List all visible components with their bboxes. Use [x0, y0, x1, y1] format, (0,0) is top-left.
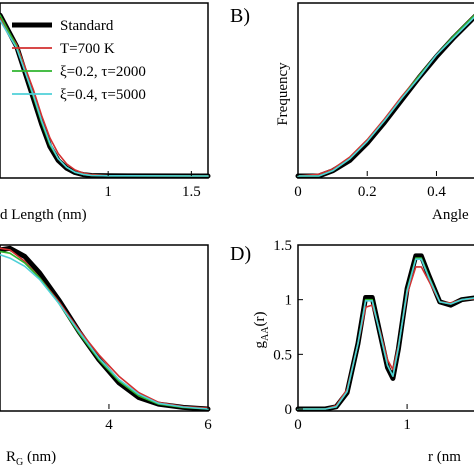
series-line-t-700-k [297, 266, 474, 410]
x-tick-label: 6 [204, 417, 212, 433]
panel-b-curves [295, 13, 474, 179]
panel-b: B) 0 0.2 0.4 Frequency Angle [230, 2, 474, 223]
series-line--0-4-5000 [297, 16, 474, 177]
y-tick-label: 1.5 [273, 238, 292, 254]
panel-d: D) 0 1 0 0.5 1 1.5 gAA(r) r (nm [230, 238, 474, 465]
panel-b-ticks: 0 0.2 0.4 [294, 171, 446, 200]
series-line-t-700-k [297, 14, 474, 177]
panel-a-curves [0, 12, 211, 179]
panel-d-x-label: r (nm [428, 449, 461, 465]
legend-label: ξ=0.2, τ=2000 [60, 64, 146, 80]
panel-d-ticks: 0 1 0 0.5 1 1.5 [273, 238, 411, 433]
x-tick-label: 1.5 [182, 184, 201, 200]
x-tick-label: 0.2 [358, 184, 377, 200]
x-tick-label: 0 [294, 184, 302, 200]
series-line--0-2-2000 [0, 250, 209, 410]
x-tick-label: 0.4 [427, 184, 446, 200]
panel-c-curves [0, 245, 211, 412]
panel-c-x-label: RG (nm) [6, 449, 56, 468]
x-tick-label: 1 [403, 417, 411, 433]
legend-label: T=700 K [60, 41, 115, 57]
panel-d-curves [295, 253, 474, 412]
panel-d-y-label: gAA(r) [252, 312, 271, 349]
y-tick-label: 0 [285, 402, 293, 418]
x-tick-label: 4 [105, 417, 113, 433]
panel-b-x-label: Angle [432, 207, 469, 223]
panel-d-letter: D) [230, 243, 251, 265]
series-line-standard [295, 13, 474, 179]
series-line--0-4-5000 [0, 254, 209, 410]
series-line-standard [295, 253, 474, 412]
series-line--0-2-2000 [297, 257, 474, 410]
panel-a-x-label: d Length (nm) [0, 207, 87, 223]
y-tick-label: 0.5 [273, 347, 292, 363]
panel-b-letter: B) [230, 5, 250, 27]
series-line--0-4-5000 [297, 258, 474, 410]
panel-c-frame [0, 244, 209, 412]
legend-label: Standard [60, 18, 114, 34]
series-line--0-2-2000 [297, 14, 474, 177]
x-tick-label: 0 [294, 417, 302, 433]
y-tick-label: 1 [285, 293, 293, 309]
legend: Standard T=700 K ξ=0.2, τ=2000 ξ=0.4, τ=500… [12, 18, 146, 103]
series-line-t-700-k [0, 247, 209, 410]
series-line--0-4-5000 [0, 19, 209, 177]
panel-b-y-label: Frequency [275, 62, 291, 126]
panel-d-frame [297, 244, 474, 412]
legend-label: ξ=0.4, τ=5000 [60, 87, 146, 103]
x-tick-label: 1 [104, 184, 112, 200]
panel-b-frame [297, 2, 474, 179]
panel-a-ticks: 1 1.5 [104, 171, 201, 200]
